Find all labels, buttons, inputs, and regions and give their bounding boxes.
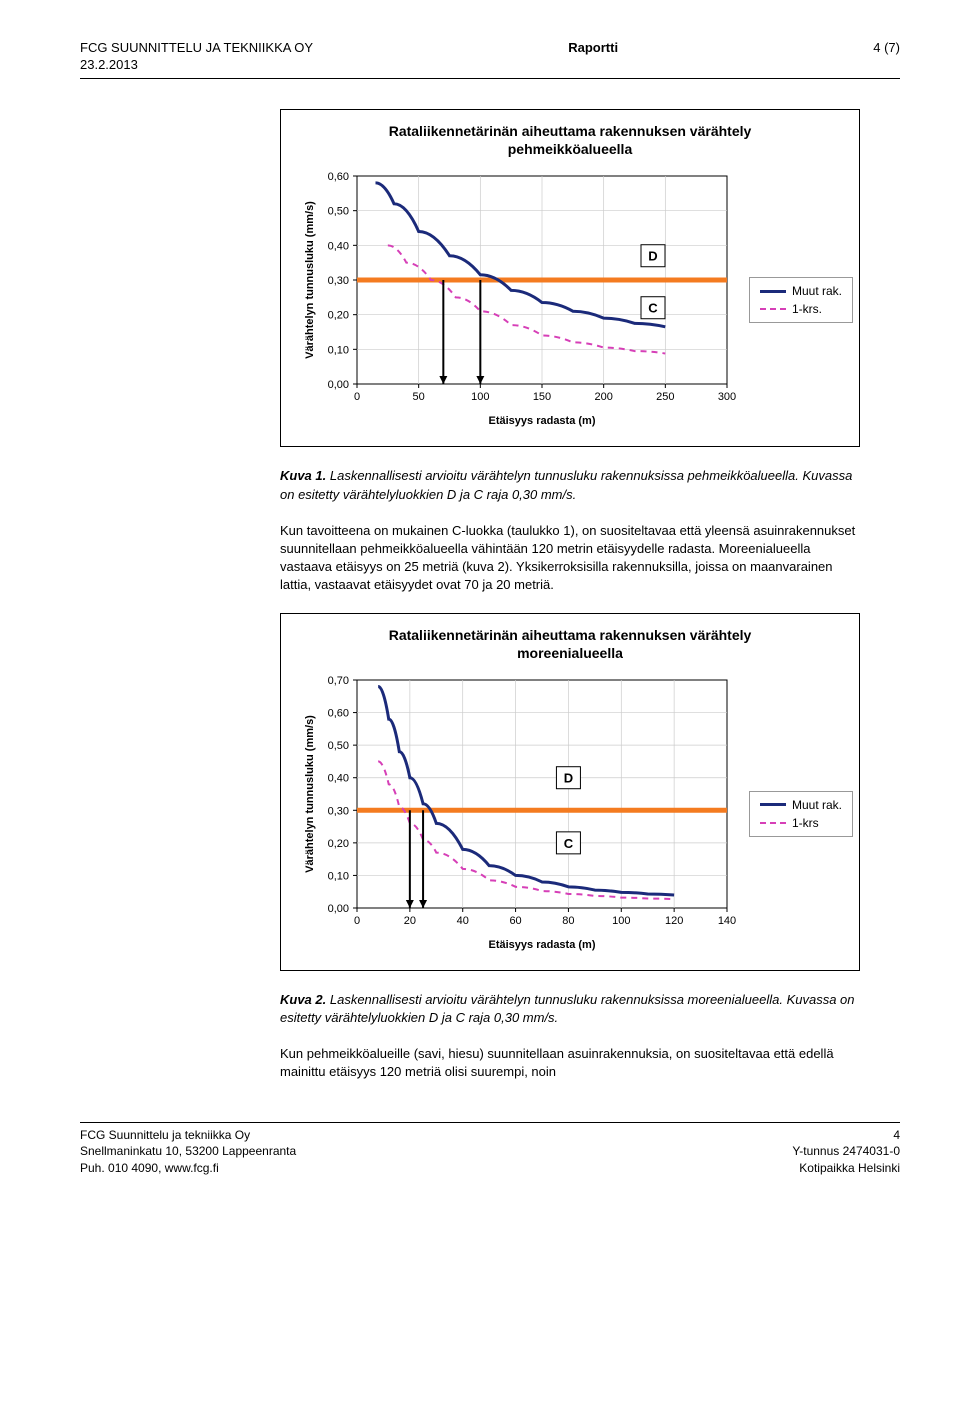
chart2-title-l2: moreenialueella bbox=[517, 645, 623, 661]
svg-text:300: 300 bbox=[718, 391, 736, 403]
header-center: Raportti bbox=[568, 40, 618, 55]
caption2-rest: Laskennallisesti arvioitu värähtelyn tun… bbox=[280, 992, 855, 1025]
svg-text:100: 100 bbox=[471, 391, 489, 403]
footer-left: FCG Suunnittelu ja tekniikka Oy Snellman… bbox=[80, 1127, 296, 1177]
caption1: Kuva 1. Laskennallisesti arvioitu väräht… bbox=[280, 467, 860, 503]
svg-text:0,70: 0,70 bbox=[328, 675, 349, 687]
legend-label-krs: 1-krs. bbox=[792, 302, 822, 316]
svg-text:0,60: 0,60 bbox=[328, 707, 349, 719]
legend2-krs: 1-krs bbox=[760, 816, 842, 830]
legend-label-krs2: 1-krs bbox=[792, 816, 819, 830]
svg-text:Värähtelyn tunnusluku (mm/s): Värähtelyn tunnusluku (mm/s) bbox=[304, 201, 316, 359]
chart2-title: Rataliikennetärinän aiheuttama rakennuks… bbox=[297, 626, 843, 662]
svg-text:0,30: 0,30 bbox=[328, 275, 349, 287]
footer-right1: Y-tunnus 2474031-0 bbox=[792, 1144, 900, 1158]
svg-text:0,10: 0,10 bbox=[328, 345, 349, 357]
svg-text:40: 40 bbox=[457, 915, 469, 927]
svg-text:0,20: 0,20 bbox=[328, 838, 349, 850]
svg-text:0,40: 0,40 bbox=[328, 241, 349, 253]
svg-text:150: 150 bbox=[533, 391, 551, 403]
chart2-title-l1: Rataliikennetärinän aiheuttama rakennuks… bbox=[389, 627, 752, 643]
para1: Kun tavoitteena on mukainen C-luokka (ta… bbox=[280, 522, 860, 595]
chart1-svg: 0,00 0,10 0,20 0,30 0,40 0,50 0,60 0 50 100 150 200… bbox=[297, 170, 737, 430]
page: FCG SUUNNITTELU JA TEKNIIKKA OY Raportti… bbox=[0, 0, 960, 1207]
svg-text:120: 120 bbox=[665, 915, 683, 927]
svg-text:Etäisyys radasta (m): Etäisyys radasta (m) bbox=[489, 939, 596, 951]
svg-text:100: 100 bbox=[612, 915, 630, 927]
svg-text:0,60: 0,60 bbox=[328, 171, 349, 183]
legend-swatch-krs bbox=[760, 308, 786, 310]
svg-text:60: 60 bbox=[509, 915, 521, 927]
legend1-krs: 1-krs. bbox=[760, 302, 842, 316]
svg-text:0,50: 0,50 bbox=[328, 206, 349, 218]
chart2-svg: 0,00 0,10 0,20 0,30 0,40 0,50 0,60 0,70 0 20 40 60 8… bbox=[297, 674, 737, 954]
svg-text:140: 140 bbox=[718, 915, 736, 927]
footer-left2: Snellmaninkatu 10, 53200 Lappeenranta bbox=[80, 1144, 296, 1158]
para2: Kun pehmeikköalueille (savi, hiesu) suun… bbox=[280, 1045, 860, 1081]
svg-text:0,00: 0,00 bbox=[328, 903, 349, 915]
caption1-strong: Kuva 1. bbox=[280, 468, 326, 483]
svg-text:0,00: 0,00 bbox=[328, 379, 349, 391]
chart1-title-l1: Rataliikennetärinän aiheuttama rakennuks… bbox=[389, 123, 752, 139]
content-block: Rataliikennetärinän aiheuttama rakennuks… bbox=[280, 109, 860, 1082]
header-rule bbox=[80, 78, 900, 79]
svg-text:0: 0 bbox=[354, 391, 360, 403]
chart2-box: Rataliikennetärinän aiheuttama rakennuks… bbox=[280, 613, 860, 971]
header-date: 23.2.2013 bbox=[80, 57, 900, 72]
svg-text:C: C bbox=[648, 301, 658, 316]
legend-swatch-muut bbox=[760, 290, 786, 293]
chart1-title-l2: pehmeikköalueella bbox=[508, 141, 633, 157]
legend-label-muut2: Muut rak. bbox=[792, 798, 842, 812]
svg-text:0,50: 0,50 bbox=[328, 740, 349, 752]
legend-swatch-muut2 bbox=[760, 803, 786, 806]
svg-text:D: D bbox=[564, 771, 573, 786]
svg-text:0,30: 0,30 bbox=[328, 805, 349, 817]
chart1-title: Rataliikennetärinän aiheuttama rakennuks… bbox=[297, 122, 843, 158]
svg-text:200: 200 bbox=[594, 391, 612, 403]
footer-right: 4 Y-tunnus 2474031-0 Kotipaikka Helsinki bbox=[792, 1127, 900, 1177]
svg-text:0,10: 0,10 bbox=[328, 870, 349, 882]
svg-text:C: C bbox=[564, 836, 574, 851]
svg-text:Etäisyys radasta (m): Etäisyys radasta (m) bbox=[489, 415, 596, 427]
legend-swatch-krs2 bbox=[760, 822, 786, 824]
footer-left1: FCG Suunnittelu ja tekniikka Oy bbox=[80, 1128, 250, 1142]
page-footer: FCG Suunnittelu ja tekniikka Oy Snellman… bbox=[80, 1122, 900, 1177]
caption1-rest: Laskennallisesti arvioitu värähtelyn tun… bbox=[280, 468, 852, 501]
caption2: Kuva 2. Laskennallisesti arvioitu väräht… bbox=[280, 991, 860, 1027]
footer-right2: Kotipaikka Helsinki bbox=[799, 1161, 900, 1175]
svg-text:250: 250 bbox=[656, 391, 674, 403]
svg-text:50: 50 bbox=[413, 391, 425, 403]
header-right: 4 (7) bbox=[873, 40, 900, 55]
svg-text:0,20: 0,20 bbox=[328, 310, 349, 322]
svg-text:Värähtelyn tunnusluku (mm/s): Värähtelyn tunnusluku (mm/s) bbox=[304, 715, 316, 873]
header-left: FCG SUUNNITTELU JA TEKNIIKKA OY bbox=[80, 40, 313, 55]
footer-left3: Puh. 010 4090, www.fcg.fi bbox=[80, 1161, 219, 1175]
chart1-legend: Muut rak. 1-krs. bbox=[749, 277, 853, 323]
legend-label-muut: Muut rak. bbox=[792, 284, 842, 298]
legend2-muut: Muut rak. bbox=[760, 798, 842, 812]
svg-text:20: 20 bbox=[404, 915, 416, 927]
svg-text:0,40: 0,40 bbox=[328, 773, 349, 785]
page-header: FCG SUUNNITTELU JA TEKNIIKKA OY Raportti… bbox=[80, 40, 900, 55]
svg-text:D: D bbox=[648, 249, 657, 264]
chart2-legend: Muut rak. 1-krs bbox=[749, 791, 853, 837]
svg-text:80: 80 bbox=[562, 915, 574, 927]
caption2-strong: Kuva 2. bbox=[280, 992, 326, 1007]
legend1-muut: Muut rak. bbox=[760, 284, 842, 298]
svg-text:0: 0 bbox=[354, 915, 360, 927]
chart1-box: Rataliikennetärinän aiheuttama rakennuks… bbox=[280, 109, 860, 447]
footer-page-num: 4 bbox=[893, 1128, 900, 1142]
